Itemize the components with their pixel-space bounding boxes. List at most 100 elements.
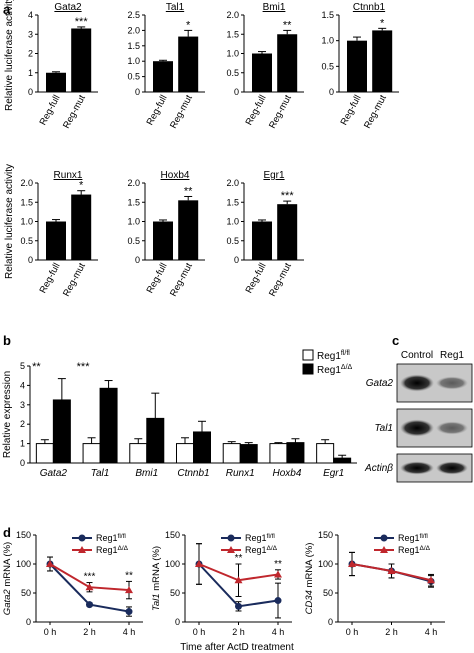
y-tick-label: 1.0 [226,49,239,59]
legend-marker [227,546,235,553]
blot-band [436,421,468,435]
y-tick-label: 2.0 [226,178,239,188]
x-tick-label: Runx1 [226,468,255,479]
x-tick-label: Reg-full [244,93,269,127]
bar [193,431,211,464]
y-tick-label: 100 [165,559,180,569]
bar [347,40,367,92]
x-tick-label: 2 h [83,627,96,637]
significance-mark: * [186,19,191,31]
bar [176,443,194,464]
y-tick-label: 1.0 [127,56,140,66]
x-tick-label: Reg-full [145,93,170,127]
x-tick-label: Gata2 [40,468,68,479]
legend-entry: Reg1Δ/Δ [245,545,278,555]
significance-mark: ** [125,570,133,581]
y-axis-label: Relative luciferase activity [4,0,15,111]
bar [52,399,71,464]
legend-marker [78,546,86,553]
x-tick-label: 4 h [272,627,285,637]
legend-name: Reg1 [96,545,118,555]
bar [277,34,298,92]
significance-mark: ** [283,19,292,31]
bar [35,443,54,464]
bar [239,444,258,464]
y-tick-label: 0.5 [20,236,33,246]
y-tick-label: 0 [175,617,180,627]
significance-mark: *** [75,16,89,28]
y-tick-label: 1 [28,68,33,78]
blot-band [436,461,468,475]
bar [178,200,199,260]
y-tick-label: 1.5 [226,29,239,39]
chart-title: Runx1 [54,170,83,181]
data-point [85,583,94,591]
x-tick-label: Tal1 [91,468,110,479]
panel-a: Relative luciferase activity Gata2 0 1 2 3 4 Re… [4,0,399,299]
legend-marker [227,534,235,542]
legend-superscript: fl/fl [267,533,276,540]
y-tick-label: 150 [165,530,180,540]
x-tick-label: 0 h [44,627,57,637]
data-point [234,576,243,584]
bar [372,30,393,92]
x-tick-label: Bmi1 [135,468,158,479]
legend-superscript: fl/fl [118,533,127,540]
data-point [387,566,396,574]
y-tick-label: 150 [318,530,333,540]
x-tick-label: Egr1 [323,468,344,479]
bar [252,53,272,92]
y-tick-label: 2.0 [127,25,140,35]
y-axis-gene: Tal1 [151,593,162,611]
bar [129,443,148,464]
y-tick-label: 0.5 [321,61,334,71]
legend-entry: Reg1fl/fl [245,533,275,543]
legend-name: Reg1 [398,533,420,543]
y-tick-label: 1.0 [226,217,239,227]
legend-name: Reg1 [245,533,267,543]
panel-letter-d: d [3,525,11,540]
y-axis-gene: Gata2 [2,589,13,616]
x-tick-label: Reg-mut [267,93,294,131]
row-label: Tal1 [374,423,393,434]
legend-superscript: Δ/Δ [118,545,129,552]
x-tick-label: 4 h [425,627,438,637]
y-axis-unit: mRNA (%) [2,542,13,590]
chart-title: Tal1 [166,2,185,13]
legend-marker [380,546,388,553]
row-label: Gata2 [366,378,394,389]
y-tick-label: 1.5 [20,197,33,207]
x-tick-label: 2 h [232,627,245,637]
bar [99,387,118,464]
y-tick-label: 0 [328,617,333,627]
significance-mark: ** [32,361,41,373]
bar [222,443,241,464]
data-point [348,560,356,567]
y-tick-label: 2 [20,419,25,429]
y-tick-label: 0 [329,87,334,97]
significance-mark: * [79,180,84,192]
y-tick-label: 0.5 [226,68,239,78]
x-tick-label: Reg-full [339,93,364,127]
data-point [46,560,54,567]
bar [277,204,298,260]
bar [333,457,352,464]
bar [153,221,173,260]
legend-name: Reg1 [398,545,420,555]
y-tick-label: 1.5 [321,10,334,20]
y-tick-label: 1 [20,439,25,449]
column-label: Reg1 [440,350,464,361]
data-point [125,586,133,594]
significance-mark: ** [184,185,193,197]
data-point [274,570,282,578]
y-tick-label: 0.5 [226,236,239,246]
x-tick-label: Reg-mut [267,261,294,299]
legend-entry: Reg1Δ/Δ [317,364,353,376]
y-tick-label: 1.0 [127,217,140,227]
x-tick-label: Reg-mut [362,93,389,131]
